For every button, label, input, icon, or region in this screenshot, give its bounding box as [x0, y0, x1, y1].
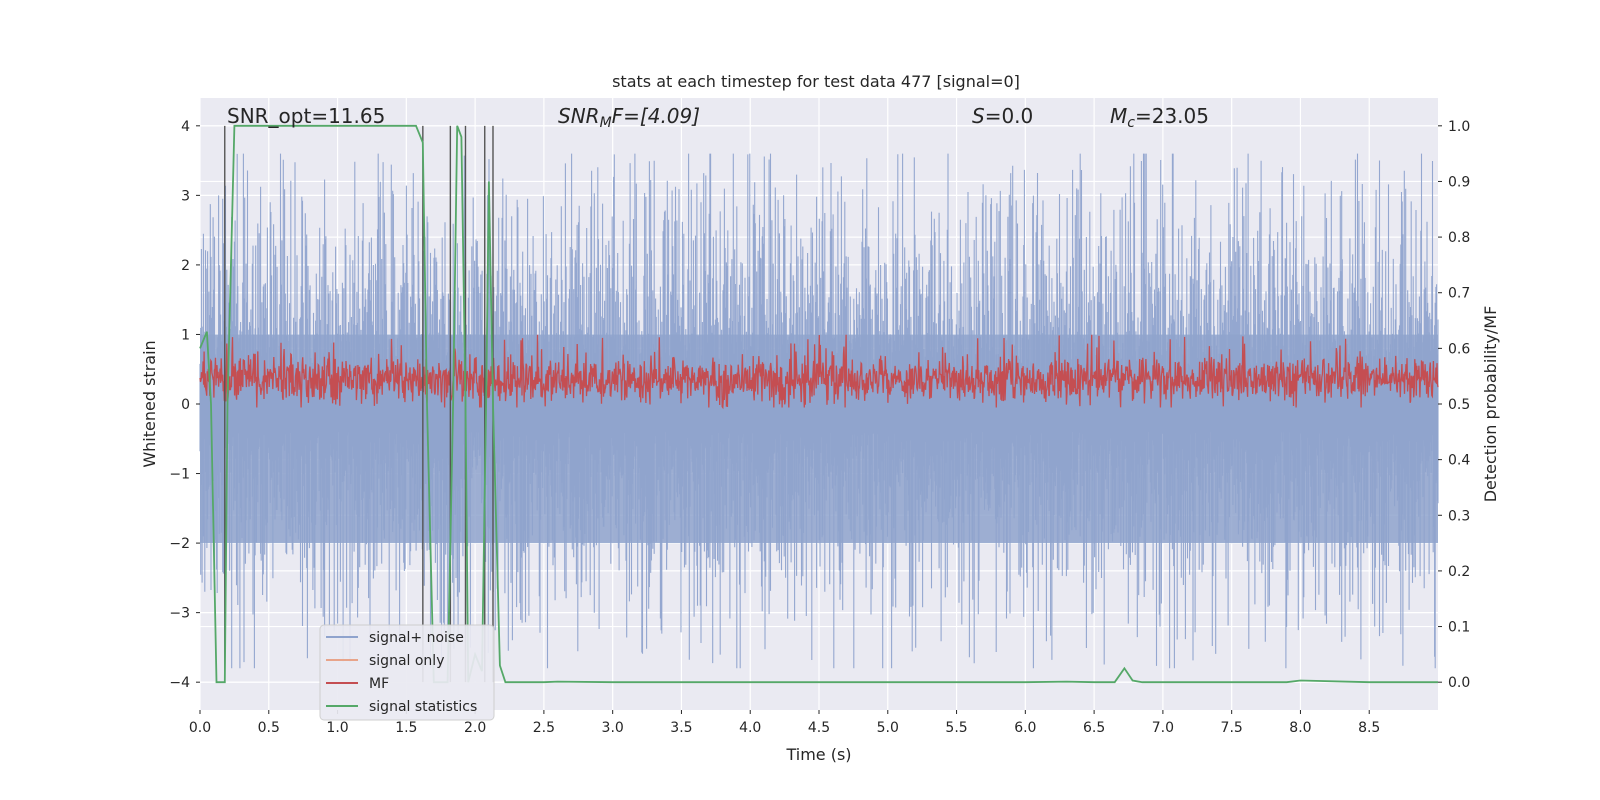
x-tick-label: 5.0: [877, 720, 899, 736]
y-tick-label: 3: [181, 188, 190, 204]
annotation-s-var: S: [972, 104, 985, 128]
y-tick-label: 2: [181, 258, 190, 274]
x-tick-label: 4.0: [739, 720, 761, 736]
annotation-snr-mf-sub: M: [600, 115, 612, 131]
y2-tick-label: 1.0: [1448, 119, 1470, 135]
series-mf: [199, 334, 1439, 410]
legend-label-signal-statistics: signal statistics: [369, 699, 477, 715]
y-tick-label: 1: [181, 327, 190, 343]
annotation-snr-mf-rest: F=[4.09]: [612, 104, 700, 128]
x-tick-label: 0.0: [189, 720, 211, 736]
x-tick-label: 3.5: [670, 720, 692, 736]
signal-statistics-line: [199, 124, 1438, 684]
y2-tick-label: 0.2: [1448, 564, 1470, 580]
y-tick-label: 4: [181, 119, 190, 135]
y2-tick-label: 0.5: [1448, 397, 1470, 413]
legend-label-mf: MF: [369, 676, 389, 692]
y2-tick-label: 0.1: [1448, 620, 1470, 636]
x-tick-label: 8.0: [1289, 720, 1311, 736]
chart-title: stats at each timestep for test data 477…: [612, 72, 1020, 91]
x-tick-label: 8.5: [1358, 720, 1380, 736]
x-tick-label: 6.5: [1083, 720, 1105, 736]
x-tick-label: 2.0: [464, 720, 486, 736]
annotation-s-rest: =0.0: [985, 104, 1034, 128]
annotation-mc-base: M: [1110, 104, 1127, 128]
y2-tick-label: 0.8: [1448, 230, 1470, 246]
legend: signal+ noise signal only MF signal stat…: [319, 624, 495, 721]
x-tick-label: 2.5: [533, 720, 555, 736]
y-tick-label: 0: [181, 397, 190, 413]
y2-tick-label: 0.3: [1448, 508, 1470, 524]
annotation-mc-rest: =23.05: [1135, 104, 1209, 128]
annotation-mc: Mc=23.05: [1110, 104, 1209, 131]
legend-box: [319, 624, 495, 721]
annotation-mc-sub: c: [1127, 115, 1135, 131]
y-tick-label: −1: [169, 467, 190, 483]
y-tick-label: −4: [169, 675, 190, 691]
x-tick-label: 1.0: [326, 720, 348, 736]
x-axis-label: Time (s): [785, 745, 851, 764]
y2-axis-ticks: 0.0 0.1 0.2 0.3 0.4 0.5 0.6 0.7 0.8 0.9 1.0: [1438, 119, 1470, 691]
x-axis-ticks: 0.0 0.5 1.0 1.5 2.0 2.5 3.0 3.5 4.0 4.5 5.0 5.5 6.0 6…: [189, 710, 1380, 736]
y2-tick-label: 0.0: [1448, 675, 1470, 691]
y-axis-ticks: −4 −3 −2 −1 0 1 2 3 4: [169, 119, 200, 691]
x-tick-label: 6.0: [1014, 720, 1036, 736]
y2-tick-label: 0.4: [1448, 453, 1470, 469]
x-tick-label: 4.5: [808, 720, 830, 736]
legend-label-signal-only: signal only: [369, 653, 444, 669]
x-tick-label: 3.0: [602, 720, 624, 736]
series-signal-statistics: [199, 124, 1438, 684]
y-tick-label: −2: [169, 536, 190, 552]
y-axis-label: Whitened strain: [140, 340, 159, 467]
y2-tick-label: 0.7: [1448, 286, 1470, 302]
annotation-snr-mf: SNRMF=[4.09]: [558, 104, 700, 131]
x-tick-label: 7.0: [1152, 720, 1174, 736]
x-tick-label: 0.5: [258, 720, 280, 736]
annotation-snr-mf-base: SNR: [558, 104, 600, 128]
annotation-snr-opt: SNR_opt=11.65: [227, 104, 385, 128]
mf-line: [199, 334, 1439, 410]
y-tick-label: −3: [169, 606, 190, 622]
legend-label-signal-noise: signal+ noise: [369, 630, 464, 646]
y2-tick-label: 0.9: [1448, 174, 1470, 190]
y2-axis-label: Detection probability/MF: [1481, 306, 1500, 503]
annotation-s: S=0.0: [972, 104, 1033, 128]
x-tick-label: 5.5: [945, 720, 967, 736]
x-tick-label: 1.5: [395, 720, 417, 736]
y2-tick-label: 0.6: [1448, 341, 1470, 357]
x-tick-label: 7.5: [1221, 720, 1243, 736]
